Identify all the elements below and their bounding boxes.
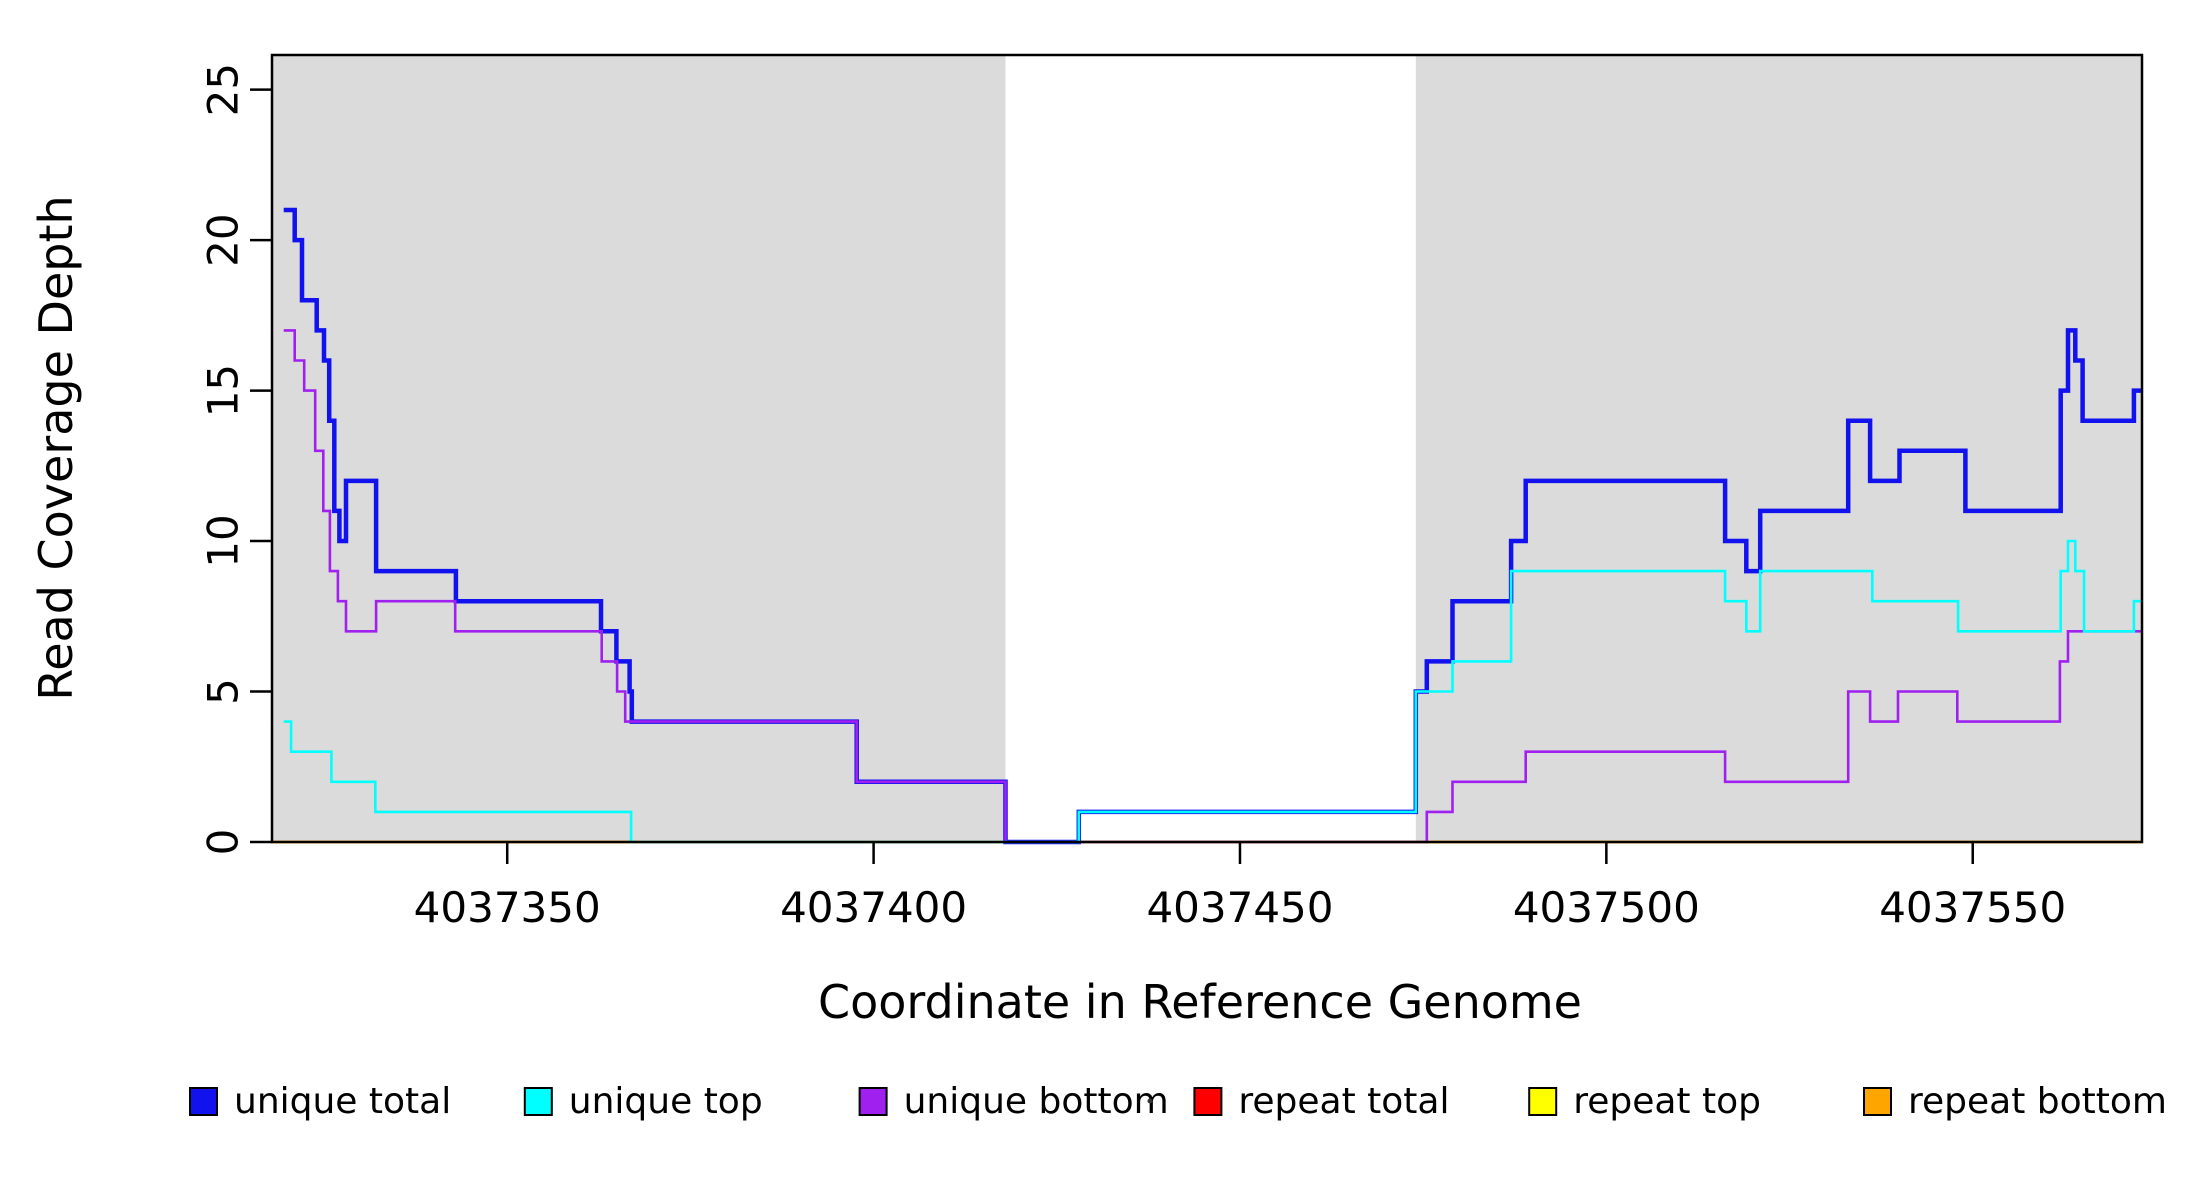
x-tick-label: 4037550 xyxy=(1879,883,2066,932)
x-tick-label: 4037500 xyxy=(1513,883,1700,932)
y-tick-label: 15 xyxy=(199,364,248,417)
series-line-unique-bottom xyxy=(283,329,2142,844)
legend: unique total unique top unique bottom repea… xyxy=(189,1081,2167,1122)
y-tick-label: 25 xyxy=(199,63,248,116)
annotated-region-right xyxy=(1415,55,2142,842)
legend-swatch-unique-top xyxy=(523,1087,553,1116)
annotated-region-left xyxy=(272,55,1006,842)
legend-label-repeat-total: repeat total xyxy=(1238,1081,1449,1122)
stray-dot xyxy=(1147,1098,1153,1104)
legend-swatch-repeat-top xyxy=(1528,1087,1558,1116)
y-axis-title: Read Coverage Depth xyxy=(29,195,83,700)
legend-swatch-unique-total xyxy=(189,1087,218,1116)
legend-label-unique-total: unique total xyxy=(234,1081,451,1122)
legend-label-unique-top: unique top xyxy=(569,1081,763,1122)
y-tick-label: 5 xyxy=(199,678,248,705)
legend-swatch-unique-bottom xyxy=(858,1087,888,1116)
x-tick-label: 4037450 xyxy=(1146,883,1333,932)
legend-label-repeat-bottom: repeat bottom xyxy=(1908,1081,2167,1122)
shaded-regions-layer xyxy=(272,55,2142,842)
legend-label-unique-bottom: unique bottom xyxy=(904,1081,1169,1122)
series-line-unique-top xyxy=(283,539,2142,844)
y-tick-label: 10 xyxy=(199,514,248,567)
x-tick-label: 4037400 xyxy=(780,883,967,932)
plot-box xyxy=(270,53,2144,844)
legend-label-repeat-top: repeat top xyxy=(1573,1081,1761,1122)
x-axis-title: Coordinate in Reference Genome xyxy=(818,975,1582,1029)
y-tick-label: 0 xyxy=(199,829,248,856)
axes-layer: 0 5 10 15 20 25 4037350 4037400 4037450 4037500 40… xyxy=(199,53,2144,932)
legend-swatch-repeat-total xyxy=(1193,1087,1223,1116)
legend-swatch-repeat-bottom xyxy=(1863,1087,1892,1116)
y-tick-label: 20 xyxy=(199,213,248,266)
x-tick-label: 4037350 xyxy=(414,883,601,932)
